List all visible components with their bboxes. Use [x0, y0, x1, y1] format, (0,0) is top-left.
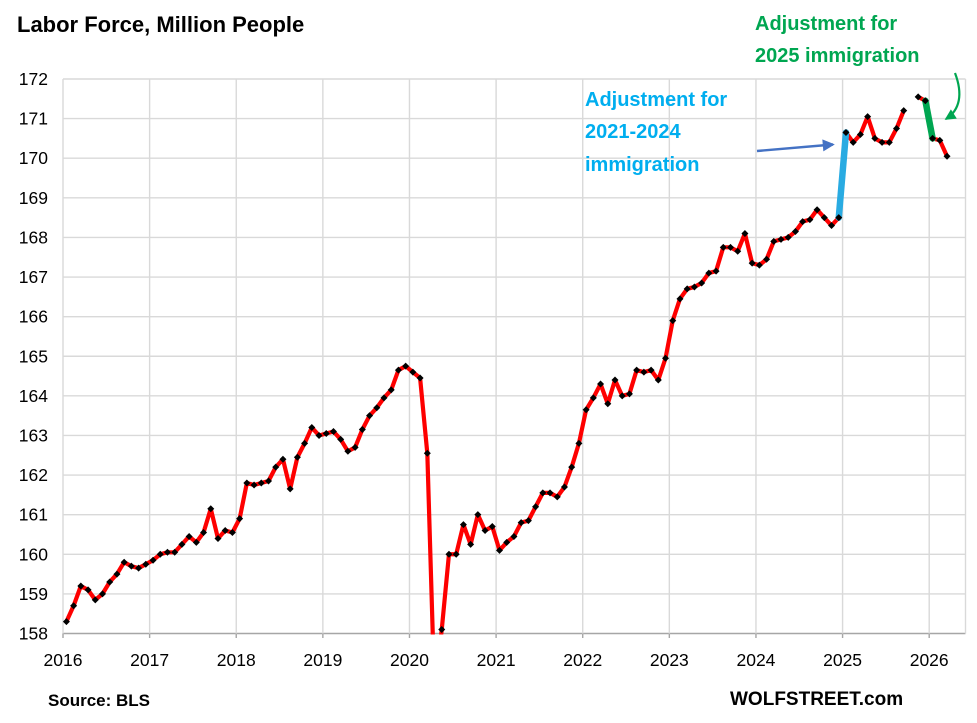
- svg-text:2017: 2017: [130, 650, 169, 670]
- gridlines: [62, 78, 967, 638]
- svg-text:163: 163: [19, 425, 48, 445]
- brand-label: WOLFSTREET.com: [730, 689, 904, 710]
- annotation-green-immigration-2025: Adjustment for 2025 immigration: [755, 13, 920, 68]
- x-axis-labels: 2016 2017 2018 2019 2020 2021 2022 2023 2024 2025…: [44, 650, 949, 670]
- svg-text:2019: 2019: [303, 650, 342, 670]
- svg-text:158: 158: [19, 624, 48, 644]
- svg-text:172: 172: [19, 69, 48, 89]
- data-point-markers: [62, 93, 951, 634]
- annotation-blue-immigration-2021-2024: Adjustment for 2021-2024 immigration: [585, 89, 728, 176]
- plot-area: [64, 94, 950, 635]
- svg-text:159: 159: [19, 584, 48, 604]
- blue-annotation-arrow: [756, 139, 835, 153]
- svg-text:2026: 2026: [910, 650, 949, 670]
- green-annotation-arrow: [944, 72, 961, 120]
- svg-text:2016: 2016: [44, 650, 83, 670]
- svg-text:2022: 2022: [563, 650, 602, 670]
- labor-force-line: [64, 207, 841, 635]
- adjustment-segment: [835, 129, 850, 221]
- svg-text:2024: 2024: [736, 650, 775, 670]
- svg-text:167: 167: [19, 267, 48, 287]
- svg-text:169: 169: [19, 188, 48, 208]
- svg-text:161: 161: [19, 505, 48, 525]
- svg-text:168: 168: [19, 227, 48, 247]
- svg-text:2018: 2018: [217, 650, 256, 670]
- labor-force-chart: 158 159 160 161 162 163 164 165 166 167 168 169 170 1…: [19, 69, 967, 670]
- svg-text:171: 171: [19, 109, 48, 129]
- svg-text:166: 166: [19, 307, 48, 327]
- svg-text:160: 160: [19, 544, 48, 564]
- svg-text:170: 170: [19, 148, 48, 168]
- svg-text:2021: 2021: [477, 650, 516, 670]
- svg-text:164: 164: [19, 386, 48, 406]
- source-label: Source: BLS: [48, 691, 151, 710]
- svg-text:2025: 2025: [823, 650, 862, 670]
- svg-text:2020: 2020: [390, 650, 429, 670]
- y-axis-labels: 158 159 160 161 162 163 164 165 166 167 168 169 170 1…: [19, 69, 48, 644]
- adjustment-segment: [922, 97, 936, 142]
- svg-text:2023: 2023: [650, 650, 689, 670]
- svg-text:165: 165: [19, 346, 48, 366]
- chart-title: Labor Force, Million People: [17, 12, 305, 37]
- svg-text:162: 162: [19, 465, 48, 485]
